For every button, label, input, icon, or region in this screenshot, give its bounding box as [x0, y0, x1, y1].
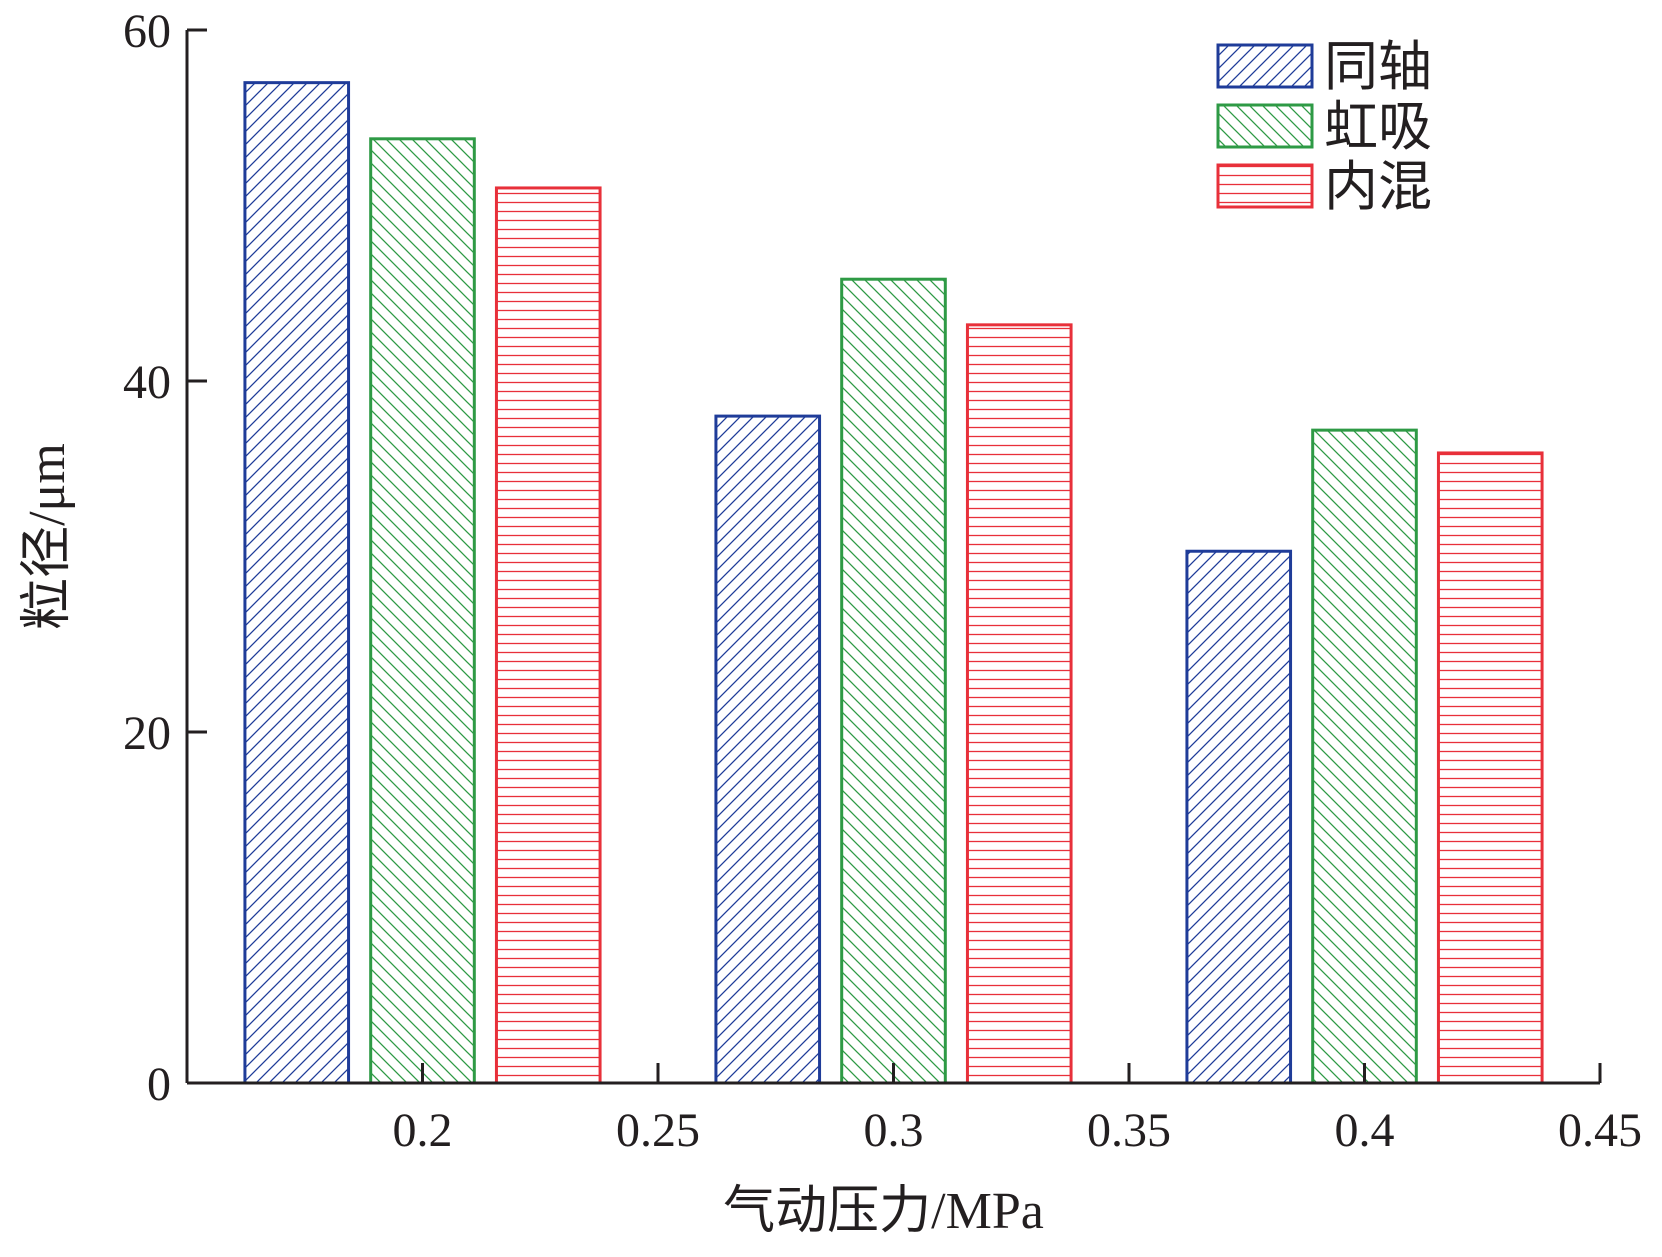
bar	[369, 137, 476, 1085]
x-tick-label: 0.25	[616, 1104, 700, 1157]
y-tick-label: 20	[123, 707, 171, 760]
bar	[965, 323, 1073, 1085]
y-tick-label: 40	[123, 356, 171, 409]
y-tick-label: 0	[147, 1058, 171, 1111]
x-tick-label: 0.4	[1335, 1104, 1395, 1157]
legend-swatch	[1216, 43, 1314, 89]
bar	[714, 414, 822, 1085]
y-tick-label: 60	[123, 5, 171, 58]
x-tick-label: 0.2	[393, 1104, 453, 1157]
legend-label: 内混	[1324, 157, 1432, 217]
bar	[243, 81, 351, 1085]
bar	[1185, 549, 1293, 1085]
bar	[840, 277, 947, 1085]
x-tick-label: 0.45	[1558, 1104, 1642, 1157]
x-axis-label: 气动压力/MPa	[723, 1183, 1044, 1240]
bars-layer	[243, 81, 1544, 1085]
y-axis-label: 粒径/μm	[19, 443, 76, 630]
legend-swatch	[1216, 103, 1314, 149]
bar	[1436, 451, 1544, 1085]
legend-label: 虹吸	[1324, 97, 1432, 157]
legend-label: 同轴	[1324, 37, 1432, 97]
bar	[494, 186, 602, 1085]
bar	[1311, 428, 1418, 1085]
x-tick-label: 0.3	[864, 1104, 924, 1157]
axes-layer: 0 20 40 60 0.2 0.25 0.3 0.35 0.4 0.45	[123, 5, 1642, 1157]
x-tick-label: 0.35	[1087, 1104, 1171, 1157]
legend-swatch	[1216, 163, 1314, 209]
